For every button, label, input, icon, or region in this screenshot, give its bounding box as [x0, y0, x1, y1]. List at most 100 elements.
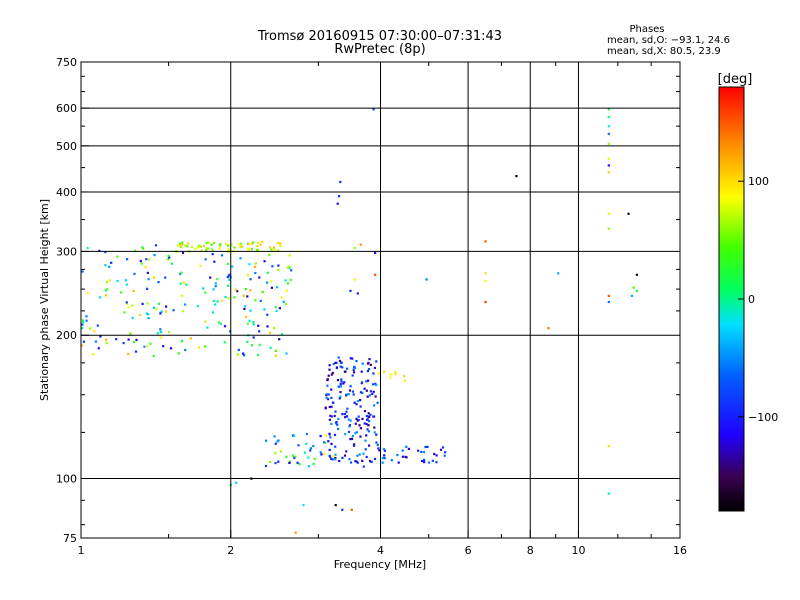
- scatter-point: [377, 447, 380, 450]
- scatter-point: [332, 363, 335, 366]
- scatter-point: [340, 380, 343, 383]
- scatter-point: [249, 289, 252, 292]
- scatter-point: [319, 451, 322, 454]
- scatter-point: [353, 365, 356, 368]
- scatter-point: [131, 316, 134, 319]
- scatter-point: [334, 457, 337, 460]
- scatter-point: [360, 381, 364, 384]
- scatter-point: [359, 391, 363, 394]
- scatter-point: [324, 407, 327, 410]
- scatter-point: [223, 341, 226, 344]
- scatter-point: [422, 451, 425, 454]
- scatter-point: [337, 385, 340, 388]
- scatter-point: [339, 395, 342, 398]
- scatter-point: [273, 327, 276, 330]
- scatter-point: [290, 269, 293, 272]
- scatter-point: [363, 410, 367, 413]
- scatter-point: [557, 272, 560, 275]
- scatter-point: [351, 357, 354, 360]
- scatter-point: [279, 450, 283, 453]
- scatter-point: [184, 348, 187, 352]
- scatter-point: [204, 291, 207, 294]
- scatter-point: [105, 338, 108, 341]
- scatter-point: [164, 310, 168, 313]
- scatter-point: [274, 452, 277, 455]
- scatter-point: [162, 345, 165, 348]
- scatter-point: [365, 415, 368, 418]
- scatter-point: [343, 413, 347, 416]
- scatter-point: [383, 454, 386, 457]
- scatter-point: [339, 180, 342, 184]
- scatter-point: [305, 432, 308, 436]
- scatter-point: [312, 444, 315, 448]
- scatter-point: [96, 324, 99, 327]
- scatter-point: [433, 452, 436, 456]
- scatter-point: [354, 432, 357, 435]
- scatter-point: [81, 319, 85, 322]
- scatter-point: [243, 307, 246, 311]
- scatter-point: [348, 458, 351, 461]
- scatter-point: [328, 433, 331, 436]
- scatter-point: [209, 276, 212, 279]
- scatter-point: [85, 315, 88, 318]
- scatter-point: [152, 276, 155, 279]
- scatter-point: [371, 392, 374, 396]
- scatter-point: [484, 272, 487, 275]
- scatter-point: [200, 249, 203, 252]
- scatter-point: [372, 415, 376, 418]
- scatter-point: [328, 448, 331, 451]
- scatter-point: [246, 295, 249, 298]
- scatter-point: [271, 265, 274, 268]
- scatter-point: [226, 244, 230, 247]
- scatter-point: [359, 399, 362, 402]
- scatter-point: [285, 289, 288, 292]
- scatter-point: [270, 280, 273, 283]
- scatter-point: [145, 258, 148, 261]
- scatter-point: [146, 345, 149, 348]
- scatter-point: [212, 299, 216, 303]
- scatter-point: [329, 436, 332, 439]
- scatter-point: [197, 244, 200, 247]
- scatter-point: [105, 294, 108, 297]
- scatter-point: [305, 442, 308, 445]
- scatter-point: [227, 274, 230, 277]
- scatter-point: [179, 282, 182, 285]
- scatter-point: [364, 448, 367, 451]
- scatter-point: [220, 299, 223, 302]
- scatter-point: [279, 245, 282, 248]
- scatter-point: [375, 441, 378, 444]
- scatter-point: [104, 264, 107, 267]
- scatter-point: [219, 322, 222, 325]
- scatter-point: [426, 445, 429, 448]
- scatter-point: [216, 300, 219, 303]
- scatter-point: [146, 271, 149, 274]
- scatter-point: [376, 401, 379, 404]
- scatter-point: [206, 326, 209, 329]
- scatter-point: [365, 380, 368, 383]
- x-tick-label: 6: [465, 544, 472, 557]
- scatter-point: [375, 360, 378, 363]
- scatter-point: [294, 455, 297, 458]
- scatter-point: [424, 445, 427, 449]
- scatter-point: [607, 294, 610, 297]
- scatter-point: [205, 241, 208, 245]
- scatter-point: [246, 340, 249, 344]
- scatter-point: [334, 410, 337, 413]
- scatter-point: [351, 374, 354, 377]
- scatter-point: [371, 383, 375, 386]
- scatter-point: [133, 272, 136, 275]
- scatter-point: [358, 424, 361, 427]
- scatter-point: [248, 263, 251, 266]
- scatter-point: [181, 310, 185, 313]
- scatter-point: [355, 431, 358, 434]
- scatter-point: [254, 299, 257, 302]
- scatter-point: [251, 242, 254, 245]
- phases-o-line: mean, sd,O: −93.1, 24.6: [607, 35, 730, 46]
- scatter-point: [373, 404, 376, 407]
- scatter-point: [357, 415, 360, 418]
- scatter-point: [178, 242, 182, 245]
- scatter-point: [345, 410, 348, 413]
- scatter-point: [423, 458, 426, 461]
- scatter-point: [227, 297, 230, 300]
- scatter-point: [159, 330, 162, 333]
